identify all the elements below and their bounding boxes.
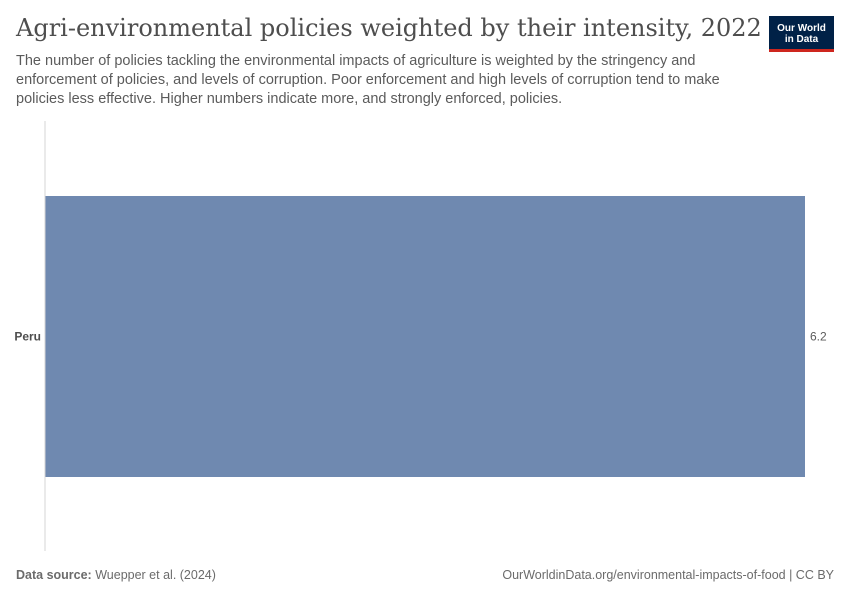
logo-line-2: in Data <box>784 33 819 45</box>
chart-title: Agri-environmental policies weighted by … <box>16 14 762 42</box>
data-source: Data source: Wuepper et al. (2024) <box>16 568 216 582</box>
bar-peru[interactable] <box>45 196 806 477</box>
owid-logo[interactable]: Our World in Data <box>769 16 834 52</box>
bar-chart: Peru 6.2 <box>14 121 827 551</box>
value-label: 6.2 <box>810 330 827 344</box>
url-license[interactable]: OurWorldinData.org/environmental-impacts… <box>502 568 834 582</box>
logo-line-1: Our World <box>777 22 826 34</box>
data-source-text: Wuepper et al. (2024) <box>95 568 216 582</box>
category-label: Peru <box>14 330 41 344</box>
data-source-label: Data source: <box>16 568 92 582</box>
chart-subtitle: The number of policies tackling the envi… <box>16 53 720 107</box>
